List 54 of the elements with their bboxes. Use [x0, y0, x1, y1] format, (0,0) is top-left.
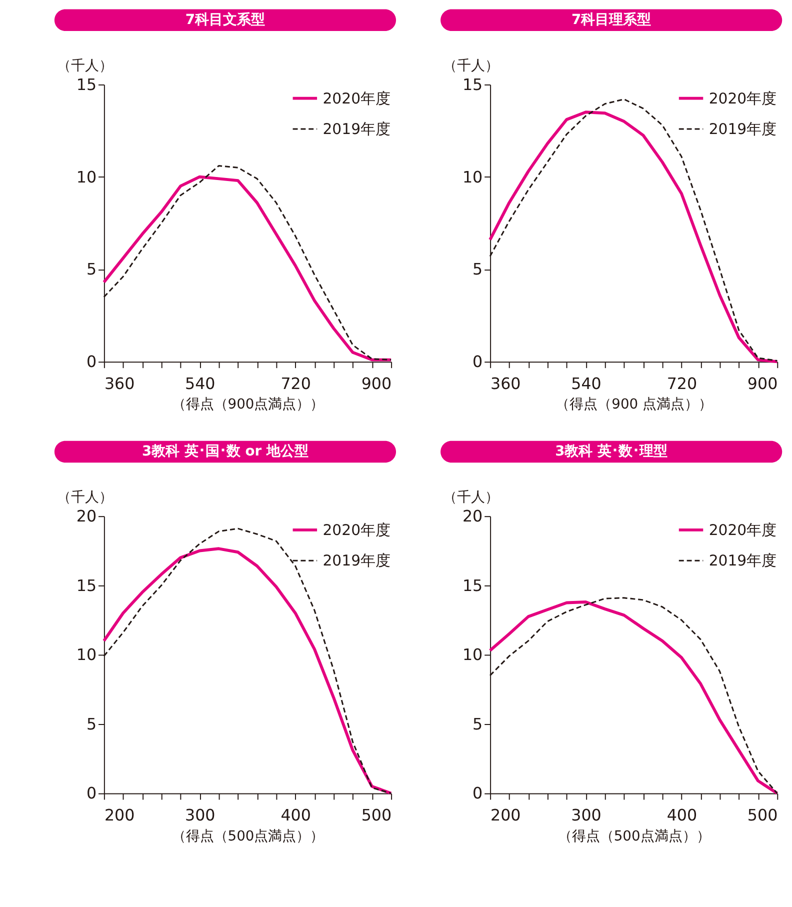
y-tick-label: 5 [472, 714, 483, 734]
y-tick-label: 10 [76, 167, 97, 186]
y-tick-label: 5 [86, 714, 97, 734]
x-tick-label: 900 [361, 374, 392, 393]
legend-label: 2020年度 [322, 89, 391, 108]
x-tick-label: 200 [104, 806, 135, 825]
x-tick-label: 540 [185, 374, 216, 393]
x-tick-label: 400 [666, 806, 698, 825]
x-tick-label: 540 [571, 374, 602, 393]
x-axis-title: （得点（900 点満点）） [556, 396, 713, 413]
y-tick-label: 20 [462, 506, 483, 526]
y-axis-title: （千人） [56, 490, 113, 506]
legend-label: 2020年度 [708, 89, 777, 108]
x-tick-label: 200 [490, 806, 521, 825]
legend-label: 2019年度 [708, 120, 777, 138]
x-tick-label: 300 [571, 806, 602, 825]
legend-label: 2019年度 [708, 552, 777, 570]
y-tick-label: 15 [76, 576, 97, 595]
x-tick-label: 360 [490, 374, 521, 393]
chart-title: 3教科 英･数･理型 [555, 444, 668, 460]
x-tick-label: 400 [280, 806, 311, 825]
y-tick-label: 15 [76, 74, 97, 94]
y-axis-title: （千人） [56, 58, 113, 74]
x-tick-label: 360 [104, 374, 135, 393]
y-tick-label: 15 [462, 576, 483, 595]
y-tick-label: 0 [472, 352, 483, 372]
y-tick-label: 0 [86, 352, 97, 372]
y-tick-label: 10 [462, 645, 483, 664]
x-tick-label: 720 [280, 374, 311, 393]
y-tick-label: 15 [462, 74, 483, 94]
chart-title: 3教科 英･国･数 or 地公型 [142, 444, 308, 460]
y-tick-label: 10 [76, 645, 97, 664]
chart-title: 7科目文系型 [185, 11, 266, 28]
x-axis-title: （得点（500点満点）） [172, 828, 324, 844]
y-tick-label: 20 [76, 506, 97, 526]
chart-title: 7科目理系型 [571, 12, 652, 28]
x-tick-label: 900 [747, 374, 778, 393]
x-axis-title: （得点（500点満点）） [558, 828, 710, 844]
y-tick-label: 0 [86, 784, 97, 803]
legend-label: 2020年度 [322, 520, 391, 539]
x-axis-title: （得点（900点満点）） [172, 396, 324, 413]
y-tick-label: 0 [472, 784, 483, 803]
x-tick-label: 300 [185, 806, 216, 825]
legend-label: 2019年度 [322, 552, 391, 570]
y-tick-label: 10 [462, 167, 483, 186]
y-axis-title: （千人） [443, 490, 500, 506]
x-tick-label: 500 [361, 806, 392, 825]
y-axis-title: （千人） [443, 58, 500, 74]
y-tick-label: 5 [472, 260, 483, 279]
legend-label: 2020年度 [708, 520, 777, 539]
legend-label: 2019年度 [322, 120, 391, 138]
x-tick-label: 500 [747, 806, 778, 825]
y-tick-label: 5 [86, 260, 97, 279]
x-tick-label: 720 [666, 374, 698, 393]
